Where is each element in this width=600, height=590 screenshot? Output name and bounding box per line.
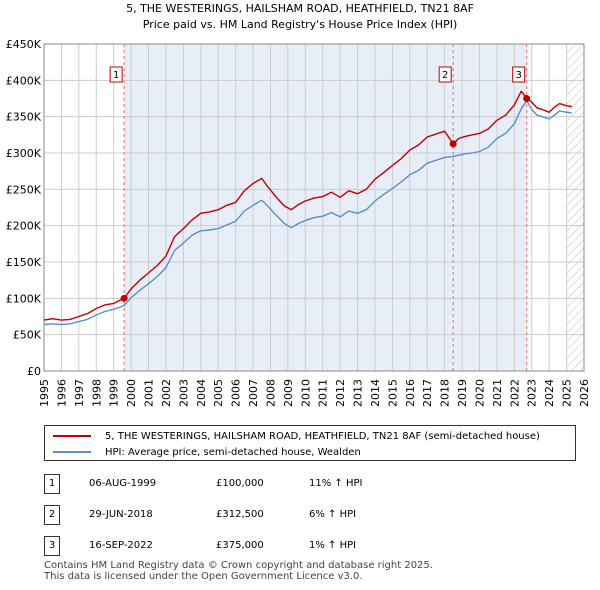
x-tick-label: 1995 (38, 379, 51, 407)
x-tick-label: 2018 (439, 379, 452, 407)
transaction-row: 1 06-AUG-1999 £100,000 11% ↑ HPI (44, 474, 564, 496)
y-tick-label: £300K (6, 147, 42, 160)
y-tick-label: £50K (13, 329, 42, 342)
x-tick-label: 2001 (143, 379, 156, 407)
transaction-price: £375,000 (216, 540, 264, 551)
x-tick-label: 2012 (334, 379, 347, 407)
legend: 5, THE WESTERINGS, HAILSHAM ROAD, HEATHF… (44, 425, 576, 461)
x-tick-label: 2023 (526, 379, 539, 407)
footer: Contains HM Land Registry data © Crown c… (44, 560, 433, 582)
legend-item-property: 5, THE WESTERINGS, HAILSHAM ROAD, HEATHF… (53, 428, 540, 444)
sale-point (523, 95, 531, 102)
transaction-marker-label: 3 (516, 70, 522, 81)
transaction-number: 3 (44, 536, 60, 556)
y-tick-label: £350K (6, 111, 42, 124)
property-price-line (43, 90, 572, 321)
transaction-marker-box (512, 66, 526, 83)
transaction-date: 16-SEP-2022 (89, 540, 153, 551)
hpi-line (43, 99, 572, 326)
x-tick-label: 2003 (177, 379, 190, 407)
plot-frame (43, 43, 585, 372)
x-tick-label: 2022 (508, 379, 521, 407)
transaction-date: 29-JUN-2018 (89, 509, 153, 520)
legend-swatch-hpi (53, 451, 91, 453)
x-tick-label: 2004 (195, 379, 208, 407)
x-tick-label: 2006 (230, 379, 243, 407)
x-tick-label: 1998 (90, 379, 103, 407)
x-tick-label: 2015 (386, 379, 399, 407)
y-tick-label: £200K (6, 220, 42, 233)
x-tick-label: 2011 (317, 379, 330, 407)
x-tick-label: 2021 (491, 379, 504, 407)
x-tick-label: 1997 (73, 379, 86, 407)
legend-item-hpi: HPI: Average price, semi-detached house,… (53, 444, 361, 460)
transaction-number: 1 (44, 474, 60, 494)
x-tick-label: 2014 (369, 379, 382, 407)
footer-licence: This data is licensed under the Open Gov… (44, 571, 363, 582)
x-tick-label: 2026 (578, 379, 591, 407)
x-tick-label: 2010 (299, 379, 312, 407)
chart: 5, THE WESTERINGS, HAILSHAM ROAD, HEATHF… (6, 2, 591, 407)
x-tick-label: 2025 (561, 379, 574, 407)
x-tick-label: 2024 (543, 379, 556, 407)
x-tick-label: 2009 (282, 379, 295, 407)
legend-label-property: 5, THE WESTERINGS, HAILSHAM ROAD, HEATHF… (105, 430, 540, 442)
y-tick-label: £250K (6, 183, 42, 196)
legend-label-hpi: HPI: Average price, semi-detached house,… (105, 446, 361, 458)
x-tick-label: 2008 (264, 379, 277, 407)
x-tick-label: 2007 (247, 379, 260, 407)
x-tick-label: 2002 (160, 379, 173, 407)
sale-point (120, 294, 128, 302)
x-tick-label: 2000 (125, 379, 138, 407)
sale-point (449, 140, 457, 148)
transaction-price: £312,500 (216, 509, 264, 520)
x-tick-label: 2005 (212, 379, 225, 407)
chart-title: 5, THE WESTERINGS, HAILSHAM ROAD, HEATHF… (126, 2, 474, 15)
transaction-row: 3 16-SEP-2022 £375,000 1% ↑ HPI (44, 536, 564, 558)
y-tick-label: £400K (6, 74, 42, 87)
transaction-hpi-change: 6% ↑ HPI (309, 509, 357, 520)
transaction-marker-box (109, 66, 123, 83)
x-tick-label: 2019 (456, 379, 469, 407)
transaction-hpi-change: 1% ↑ HPI (309, 540, 357, 551)
x-tick-label: 1996 (55, 379, 68, 407)
shaded-region (124, 44, 527, 371)
transaction-hpi-change: 11% ↑ HPI (309, 478, 363, 489)
transaction-date: 06-AUG-1999 (89, 478, 157, 489)
footer-copyright: Contains HM Land Registry data © Crown c… (44, 560, 433, 571)
transaction-marker-label: 1 (113, 70, 119, 81)
x-tick-label: 2016 (404, 379, 417, 407)
y-tick-label: £0 (27, 365, 41, 378)
chart-subtitle: Price paid vs. HM Land Registry's House … (143, 18, 458, 31)
y-tick-label: £450K (6, 38, 42, 51)
x-tick-label: 1999 (108, 379, 121, 407)
x-tick-label: 2020 (473, 379, 486, 407)
legend-swatch-property (53, 435, 91, 437)
y-tick-label: £150K (6, 256, 42, 269)
transaction-number: 2 (44, 505, 60, 525)
forecast-hatch (566, 44, 584, 371)
transaction-price: £100,000 (216, 478, 264, 489)
transaction-marker-box (438, 66, 452, 83)
x-tick-label: 2017 (421, 379, 434, 407)
transaction-marker-label: 2 (442, 70, 448, 81)
y-tick-label: £100K (6, 292, 42, 305)
transaction-row: 2 29-JUN-2018 £312,500 6% ↑ HPI (44, 505, 564, 527)
x-tick-label: 2013 (352, 379, 365, 407)
